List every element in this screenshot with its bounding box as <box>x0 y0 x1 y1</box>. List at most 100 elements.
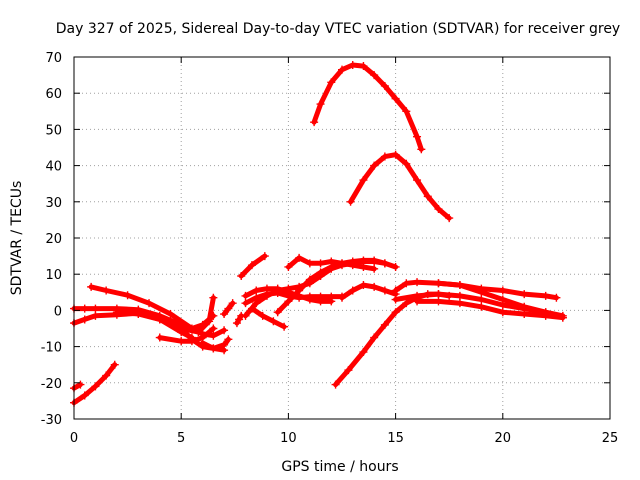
data-point <box>370 71 379 80</box>
data-point <box>284 262 293 271</box>
data-point <box>380 259 389 268</box>
data-point <box>224 335 233 344</box>
data-point <box>380 81 389 90</box>
data-point <box>558 313 567 322</box>
data-point <box>370 256 379 265</box>
data-point <box>370 333 379 342</box>
y-tick-label: 70 <box>45 51 62 66</box>
data-point <box>423 192 432 201</box>
data-point <box>338 259 346 268</box>
series-arc-s <box>310 60 426 154</box>
y-axis-title: SDTVAR / TECUs <box>9 181 25 296</box>
data-point <box>391 150 400 159</box>
data-point <box>177 337 186 346</box>
data-point <box>269 317 278 326</box>
data-point <box>434 297 443 306</box>
series-arc-k <box>232 311 246 328</box>
data-point <box>359 348 368 357</box>
data-point <box>413 132 422 141</box>
series-arc-u <box>338 281 400 302</box>
y-tick-label: 60 <box>45 87 62 102</box>
data-point <box>209 324 218 333</box>
data-point <box>520 290 529 299</box>
data-point <box>155 333 164 342</box>
data-point <box>123 291 132 300</box>
grid-layer <box>74 57 610 419</box>
series-trace <box>311 62 424 152</box>
x-tick-label: 10 <box>280 431 297 446</box>
data-point <box>402 107 411 116</box>
x-tick-label: 5 <box>177 431 185 446</box>
series-trace <box>333 291 452 388</box>
data-point <box>380 320 389 329</box>
series-arc-z <box>434 279 567 322</box>
data-point <box>391 262 400 271</box>
data-point <box>455 299 464 308</box>
series-layer <box>70 60 567 407</box>
data-point <box>305 275 314 284</box>
y-tick-label: 30 <box>45 196 62 211</box>
data-point <box>338 293 346 302</box>
data-point <box>327 257 336 266</box>
data-point <box>331 380 340 389</box>
tick-layer: 0 5 10 15 20 25 -30 -20 -10 0 10 20 30 40 50 60 70 <box>41 51 619 446</box>
data-point <box>455 291 464 300</box>
data-point <box>305 295 314 304</box>
x-tick-label: 25 <box>602 431 619 446</box>
data-point <box>280 322 289 331</box>
data-point <box>391 94 400 103</box>
data-point <box>344 366 353 375</box>
data-point <box>80 391 89 400</box>
data-point <box>273 284 282 293</box>
data-point <box>273 308 282 317</box>
data-point <box>370 264 379 273</box>
data-point <box>359 262 368 271</box>
data-point <box>455 281 464 290</box>
data-point <box>305 259 314 268</box>
series-arc-i <box>198 338 229 355</box>
data-point <box>359 176 368 185</box>
data-point <box>241 291 250 300</box>
data-point <box>87 282 96 291</box>
data-point <box>434 290 443 299</box>
series-trace <box>348 152 452 221</box>
data-point <box>359 62 368 71</box>
data-point <box>194 328 203 337</box>
data-point <box>262 284 271 293</box>
data-point <box>247 304 256 313</box>
series-arc-f <box>112 293 218 337</box>
data-point <box>380 152 389 161</box>
data-point <box>316 100 325 109</box>
series-trace <box>238 253 268 279</box>
data-point <box>205 317 214 326</box>
data-point <box>359 281 368 290</box>
y-tick-label: 0 <box>54 304 62 319</box>
data-point <box>252 286 261 295</box>
data-point <box>316 268 325 277</box>
y-tick-label: -20 <box>41 377 62 392</box>
series-arc-v <box>346 150 454 223</box>
data-point <box>391 286 400 295</box>
x-axis-title: GPS time / hours <box>281 459 398 475</box>
data-point <box>209 331 218 340</box>
data-point <box>541 291 550 300</box>
data-point <box>402 159 411 168</box>
data-point <box>348 286 357 295</box>
data-point <box>258 311 267 320</box>
data-point <box>477 288 486 297</box>
data-point <box>209 344 218 353</box>
data-point <box>247 261 256 270</box>
data-point <box>348 261 357 270</box>
data-point <box>346 197 355 206</box>
data-point <box>80 315 89 324</box>
y-tick-label: 40 <box>45 160 62 175</box>
data-point <box>220 310 229 319</box>
data-point <box>402 299 411 308</box>
data-point <box>260 252 269 261</box>
data-point <box>413 297 422 306</box>
y-tick-label: -30 <box>41 413 62 428</box>
data-point <box>209 293 218 302</box>
data-point <box>541 308 550 317</box>
data-point <box>417 145 426 154</box>
y-tick-label: -10 <box>41 341 62 356</box>
